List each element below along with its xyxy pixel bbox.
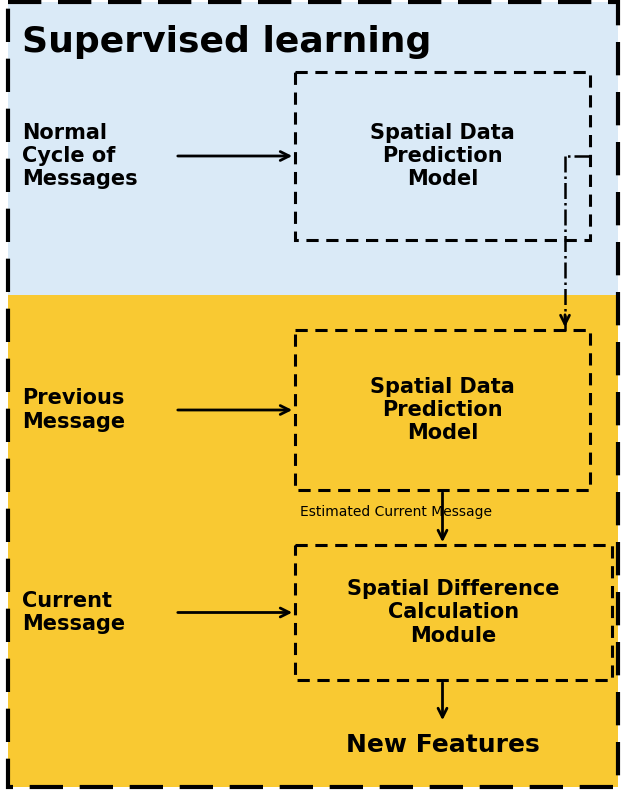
Text: Normal
Cycle of
Messages: Normal Cycle of Messages [22, 123, 138, 189]
Text: Supervised learning: Supervised learning [22, 25, 431, 59]
Bar [295, 545, 612, 680]
Text: New Features: New Features [346, 733, 540, 757]
Text: Spatial Data
Prediction
Model: Spatial Data Prediction Model [370, 123, 515, 189]
Text: Previous
Message: Previous Message [22, 388, 125, 431]
Text: Estimated Current Message: Estimated Current Message [300, 505, 492, 519]
Text: Current
Message: Current Message [22, 591, 125, 634]
Bar [295, 72, 590, 240]
Bar [295, 330, 590, 490]
Bar [8, 2, 618, 295]
Text: Spatial Difference
Calculation
Module: Spatial Difference Calculation Module [348, 579, 560, 646]
Bar [8, 295, 618, 787]
Text: Spatial Data
Prediction
Model: Spatial Data Prediction Model [370, 377, 515, 443]
